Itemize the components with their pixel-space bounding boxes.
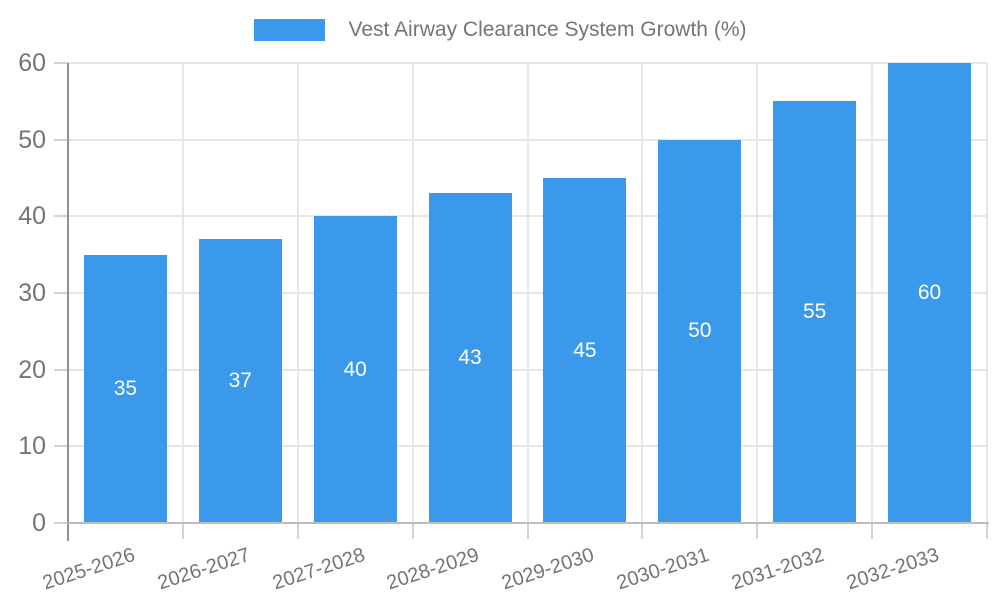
x-axis-tick [296, 523, 299, 539]
bar-value-label: 55 [803, 300, 827, 324]
bar-value-label: 43 [458, 346, 482, 370]
x-axis-tick-label: 2032-2033 [843, 543, 942, 595]
x-axis-tick-label: 2030-2031 [614, 543, 712, 595]
bar[interactable] [543, 178, 627, 523]
bar-value-label: 50 [688, 319, 712, 343]
bar-value-label: 37 [228, 369, 252, 393]
bar[interactable] [313, 216, 397, 523]
x-axis-tick-label: 2027-2028 [269, 543, 368, 595]
x-axis-tick-label: 2028-2029 [384, 543, 483, 595]
x-axis-tick-label: 2025-2026 [39, 543, 138, 595]
x-axis-tick [411, 523, 414, 539]
v-gridline [296, 63, 299, 523]
y-axis-tick-label: 40 [18, 202, 46, 231]
legend-label: Vest Airway Clearance System Growth (%) [348, 18, 747, 41]
y-axis-tick [54, 445, 68, 448]
y-axis-tick-label: 20 [18, 355, 46, 384]
plot-area: 0 10 20 30 40 50 60 35 2025-2026 37 2026-2027 40 202… [18, 49, 989, 594]
x-axis-tick [181, 523, 184, 539]
v-gridline [526, 63, 529, 523]
x-axis-tick [986, 523, 988, 539]
v-gridline [871, 63, 874, 523]
y-axis-line [67, 63, 69, 541]
v-gridline [411, 63, 414, 523]
y-axis-tick-label: 30 [18, 279, 46, 307]
v-gridline [986, 63, 988, 523]
bar-value-label: 35 [113, 376, 138, 400]
bar-value-label: 40 [343, 357, 367, 381]
bar-value-label: 60 [917, 281, 942, 304]
y-axis-tick-label: 10 [18, 432, 46, 461]
v-gridline [641, 63, 644, 523]
v-gridline [756, 63, 759, 523]
legend-swatch-icon [253, 19, 325, 41]
y-axis-tick-label: 60 [18, 49, 46, 77]
bar[interactable] [83, 254, 167, 523]
y-axis-tick [54, 138, 68, 141]
legend-item[interactable]: Vest Airway Clearance System Growth (%) [253, 18, 747, 42]
y-axis-tick [54, 368, 68, 371]
y-axis-tick [54, 292, 68, 294]
bar[interactable] [198, 239, 282, 523]
x-axis-tick [756, 523, 759, 539]
y-axis-tick [54, 215, 68, 218]
bar[interactable] [773, 101, 857, 523]
x-axis-tick-label: 2026-2027 [154, 543, 253, 595]
bar[interactable] [888, 63, 972, 523]
x-axis-line [68, 522, 989, 524]
v-gridline [181, 63, 184, 523]
x-axis-tick-label: 2031-2032 [729, 543, 827, 595]
y-axis-tick-label: 0 [32, 509, 46, 537]
bar[interactable] [428, 193, 512, 523]
y-axis-tick [54, 62, 68, 64]
bar[interactable] [658, 139, 742, 523]
bar-value-label: 45 [573, 338, 597, 362]
x-axis-tick [871, 523, 874, 539]
x-axis-tick [641, 523, 644, 539]
chart-legend: Vest Airway Clearance System Growth (%) [0, 18, 1000, 42]
x-axis-tick [526, 523, 529, 539]
y-axis-tick-label: 50 [18, 125, 46, 154]
y-axis-tick [54, 522, 68, 524]
x-axis-tick-label: 2029-2030 [499, 543, 598, 595]
